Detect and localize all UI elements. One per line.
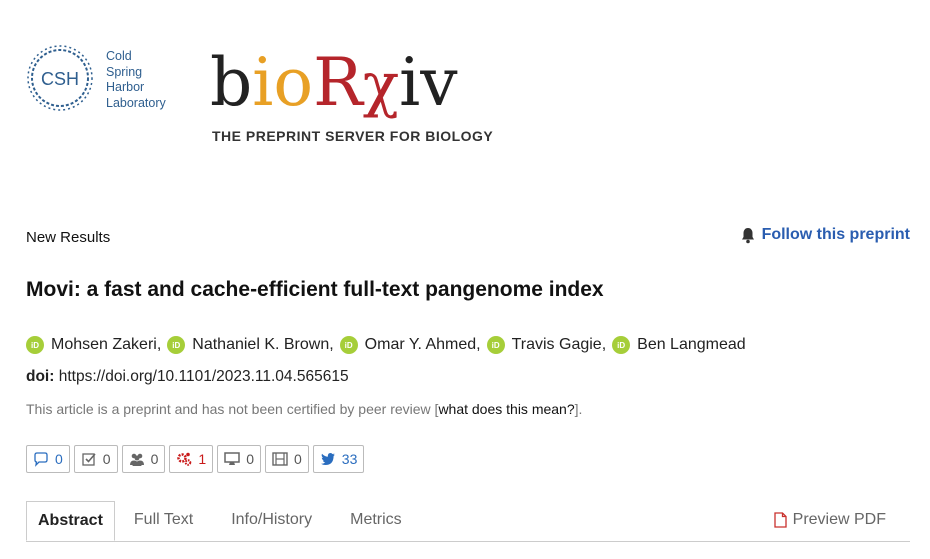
badge-count: 0	[102, 451, 111, 467]
badge-count: 0	[293, 451, 302, 467]
altmetric-gears-icon	[177, 452, 192, 466]
comment-icon	[34, 452, 48, 467]
tab-spacer	[421, 501, 755, 539]
follow-preprint-link[interactable]: Follow this preprint	[740, 226, 910, 244]
author-item[interactable]: iD Omar Y. Ahmed,	[339, 336, 481, 354]
video-badge[interactable]: 0	[264, 445, 309, 473]
film-icon	[272, 452, 288, 466]
author-name[interactable]: Nathaniel K. Brown,	[192, 336, 334, 353]
orcid-icon[interactable]: iD	[486, 336, 505, 354]
doi-link[interactable]: https://doi.org/10.1101/2023.11.04.56561…	[58, 368, 349, 385]
author-name[interactable]: Travis Gagie,	[511, 336, 607, 353]
badge-count: 0	[246, 451, 254, 467]
badge-count: 0	[55, 451, 63, 467]
csh-logo-text: CSH	[41, 69, 79, 89]
twitter-icon	[320, 453, 335, 465]
orcid-icon[interactable]: iD	[612, 336, 631, 354]
tab-full-text[interactable]: Full Text	[133, 511, 194, 528]
peer-review-disclaimer: This article is a preprint and has not b…	[26, 401, 582, 417]
author-list: iD Mohsen Zakeri, iD Nathaniel K. Brown,…	[26, 336, 746, 354]
csh-line: Spring	[106, 64, 143, 79]
badge-count: 33	[341, 451, 358, 467]
monitor-icon	[224, 452, 240, 465]
badge-count: 1	[198, 451, 207, 467]
pdf-label: Preview PDF	[792, 511, 886, 528]
orcid-icon[interactable]: iD	[167, 336, 186, 354]
dna-ring-icon: CSH	[27, 45, 93, 111]
tab-info-history[interactable]: Info/History	[231, 511, 313, 528]
doi-line: doi: https://doi.org/10.1101/2023.11.04.…	[26, 368, 349, 386]
disclaimer-text: This article is a preprint and has not b…	[26, 401, 439, 417]
users-icon	[129, 453, 144, 466]
altmetric-badge[interactable]: 1	[169, 445, 214, 473]
csh-name: Cold Spring Harbor Laboratory	[106, 49, 166, 111]
author-name[interactable]: Mohsen Zakeri,	[51, 336, 162, 353]
disclaimer-suffix: ].	[574, 401, 583, 417]
author-item[interactable]: iD Travis Gagie,	[486, 336, 607, 354]
preview-pdf-link[interactable]: Preview PDF	[755, 501, 910, 539]
author-name[interactable]: Ben Langmead	[637, 336, 746, 353]
follow-label: Follow this preprint	[761, 226, 910, 243]
csh-logo[interactable]: CSH Cold Spring Harbor Laboratory	[26, 44, 176, 116]
what-does-this-mean-link[interactable]: what does this mean?	[438, 401, 575, 417]
csh-line: Cold	[106, 49, 132, 63]
csh-line: Laboratory	[106, 95, 166, 110]
tab-abstract[interactable]: Abstract	[26, 501, 115, 541]
bell-icon	[741, 227, 754, 243]
author-item[interactable]: iD Nathaniel K. Brown,	[167, 336, 334, 354]
checkbox-icon	[82, 453, 96, 466]
site-tagline: THE PREPRINT SERVER FOR BIOLOGY	[212, 128, 494, 144]
biorxiv-logo[interactable]: bioRχiv	[210, 40, 510, 150]
badge-count: 0	[150, 451, 159, 467]
comments-badge[interactable]: 0	[26, 445, 70, 473]
reviews-badge[interactable]: 0	[73, 445, 118, 473]
csh-line: Harbor	[106, 80, 145, 94]
media-badge[interactable]: 0	[217, 445, 261, 473]
doi-label: doi:	[26, 368, 55, 385]
article-type: New Results	[26, 229, 111, 246]
biorxiv-wordmark: bioRχiv	[210, 44, 458, 121]
pdf-file-icon	[773, 512, 787, 528]
orcid-icon[interactable]: iD	[26, 336, 44, 354]
metric-badges: 0 0 0 1 0 0 33	[26, 445, 365, 473]
community-badge[interactable]: 0	[121, 445, 166, 473]
twitter-badge[interactable]: 33	[312, 445, 365, 473]
author-item[interactable]: iD Mohsen Zakeri,	[26, 336, 161, 354]
article-title: Movi: a fast and cache-efficient full-te…	[26, 278, 604, 301]
orcid-icon[interactable]: iD	[339, 336, 358, 354]
tab-metrics[interactable]: Metrics	[350, 511, 402, 528]
author-name[interactable]: Omar Y. Ahmed,	[364, 336, 481, 353]
author-item[interactable]: iD Ben Langmead	[612, 336, 746, 354]
article-tabs: Abstract Full Text Info/History Metrics …	[26, 501, 910, 542]
